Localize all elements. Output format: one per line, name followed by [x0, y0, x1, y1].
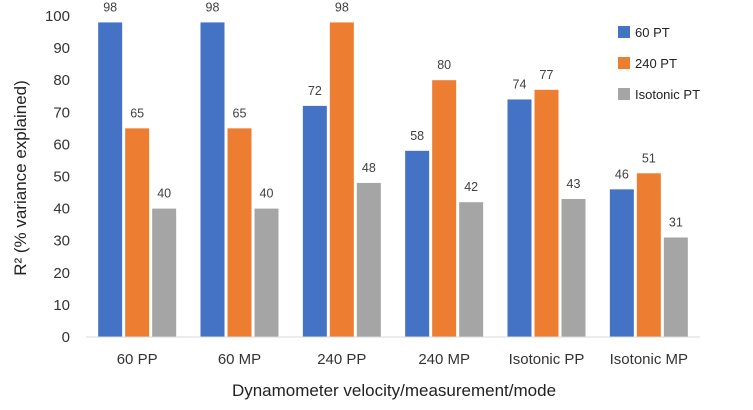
data-label-60-pt-isotonic-pp: 74: [513, 77, 527, 91]
bar-60-pt-isotonic-mp: [609, 189, 634, 337]
y-tick-label-20: 20: [53, 265, 70, 282]
data-label-isotonic-pt-60-pp: 40: [157, 187, 171, 201]
data-label-60-pt-240-mp: 58: [410, 129, 424, 143]
x-axis-title: Dynamometer velocity/measurement/mode: [232, 381, 556, 400]
bar-60-pt-60-mp: [200, 22, 225, 337]
y-tick-label-30: 30: [53, 233, 70, 250]
y-tick-label-90: 90: [53, 40, 70, 57]
bar-isotonic-pt-isotonic-mp: [663, 237, 688, 337]
x-tick-label-60-mp: 60 MP: [218, 351, 261, 368]
bar-240-pt-isotonic-mp: [636, 173, 661, 337]
data-label-isotonic-pt-240-pp: 48: [362, 161, 376, 175]
data-label-60-pt-isotonic-mp: 46: [615, 167, 629, 181]
x-axis-ticks: 60 PP 60 MP 240 PP 240 MP Isotonic PP Isotoni…: [117, 351, 688, 368]
y-tick-label-40: 40: [53, 201, 70, 218]
bar-240-pt-60-mp: [227, 128, 252, 337]
legend-swatch-60-pt: [618, 26, 630, 38]
legend: 60 PT 240 PT Isotonic PT: [618, 25, 700, 102]
bar-60-pt-240-pp: [302, 105, 327, 337]
y-tick-label-70: 70: [53, 104, 70, 121]
data-label-240-pt-240-mp: 80: [437, 58, 451, 72]
data-labels: 98 65 40 98 65 40 72 98 48 58 80 42 74 77 43 46 51 31: [103, 0, 683, 229]
legend-swatch-240-pt: [618, 57, 630, 69]
bar-isotonic-pt-240-mp: [459, 202, 484, 337]
bar-isotonic-pt-60-mp: [254, 208, 279, 337]
data-label-240-pt-isotonic-mp: 51: [642, 151, 656, 165]
data-label-isotonic-pt-240-mp: 42: [464, 180, 478, 194]
x-tick-label-240-mp: 240 MP: [418, 351, 470, 368]
y-axis-ticks: 0 10 20 30 40 50 60 70 80 90 100: [45, 8, 70, 346]
bar-60-pt-240-mp: [405, 150, 430, 337]
bar-60-pt-60-pp: [98, 22, 123, 337]
data-label-240-pt-isotonic-pp: 77: [540, 68, 554, 82]
y-tick-label-60: 60: [53, 136, 70, 153]
bar-240-pt-240-pp: [329, 22, 354, 337]
bar-isotonic-pt-240-pp: [356, 182, 381, 337]
data-label-240-pt-240-pp: 98: [335, 0, 349, 14]
y-tick-label-80: 80: [53, 72, 70, 89]
bar-isotonic-pt-60-pp: [152, 208, 177, 337]
legend-label-isotonic-pt: Isotonic PT: [635, 87, 700, 102]
y-tick-label-100: 100: [45, 8, 70, 25]
y-tick-label-50: 50: [53, 169, 70, 186]
bar-isotonic-pt-isotonic-pp: [561, 198, 586, 337]
data-label-60-pt-60-mp: 98: [206, 0, 220, 14]
x-tick-label-isotonic-mp: Isotonic MP: [610, 351, 688, 368]
data-label-60-pt-60-pp: 98: [103, 0, 117, 14]
data-label-isotonic-pt-isotonic-mp: 31: [669, 215, 683, 229]
y-tick-label-10: 10: [53, 297, 70, 314]
data-label-240-pt-60-pp: 65: [130, 106, 144, 120]
y-axis-title-group: R² (% variance explained): [11, 80, 30, 276]
bar-240-pt-60-pp: [125, 128, 150, 337]
bars-area: [98, 22, 688, 338]
legend-label-240-pt: 240 PT: [635, 56, 677, 71]
data-label-240-pt-60-mp: 65: [233, 106, 247, 120]
x-tick-label-isotonic-pp: Isotonic PP: [509, 351, 585, 368]
bar-240-pt-isotonic-pp: [534, 89, 559, 337]
bar-240-pt-240-mp: [432, 80, 457, 337]
y-tick-label-0: 0: [62, 329, 70, 346]
bar-60-pt-isotonic-pp: [507, 99, 532, 338]
legend-swatch-isotonic-pt: [618, 88, 630, 100]
data-label-isotonic-pt-isotonic-pp: 43: [567, 177, 581, 191]
x-tick-label-240-pp: 240 PP: [317, 351, 366, 368]
y-axis-title: R² (% variance explained): [11, 80, 30, 276]
data-label-60-pt-240-pp: 72: [308, 84, 322, 98]
x-tick-label-60-pp: 60 PP: [117, 351, 158, 368]
legend-label-60-pt: 60 PT: [635, 25, 670, 40]
data-label-isotonic-pt-60-mp: 40: [260, 187, 274, 201]
